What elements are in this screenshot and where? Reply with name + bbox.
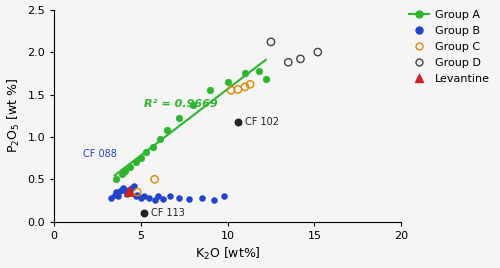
Point xyxy=(241,85,249,89)
Point xyxy=(126,165,134,169)
Point xyxy=(142,150,150,154)
Point xyxy=(189,103,197,107)
Point xyxy=(130,184,138,188)
Point xyxy=(175,196,183,200)
Point xyxy=(134,192,141,197)
Point xyxy=(108,196,116,200)
Point xyxy=(210,198,218,202)
Point xyxy=(267,40,275,44)
Point xyxy=(314,50,322,54)
Point xyxy=(198,196,205,200)
Point xyxy=(137,156,145,160)
Point xyxy=(116,189,124,193)
Point xyxy=(241,71,249,76)
Point xyxy=(121,169,129,173)
Point xyxy=(262,77,270,81)
Point xyxy=(123,192,131,196)
Point xyxy=(150,177,158,181)
Point xyxy=(112,177,120,181)
Point xyxy=(246,82,254,87)
Point xyxy=(112,190,120,194)
Point xyxy=(132,194,140,199)
Point xyxy=(160,197,168,201)
Point xyxy=(284,60,292,64)
Point xyxy=(296,57,304,61)
Point xyxy=(120,186,128,190)
Point xyxy=(121,188,129,192)
Point xyxy=(149,145,157,149)
Point xyxy=(154,194,162,199)
Point xyxy=(156,136,164,141)
Point xyxy=(126,190,134,194)
Point xyxy=(234,87,242,92)
Point xyxy=(227,88,235,92)
Point xyxy=(118,187,126,192)
Legend: Group A, Group B, Group C, Group D, Levantine: Group A, Group B, Group C, Group D, Leva… xyxy=(404,5,494,89)
Point xyxy=(124,187,132,192)
Point xyxy=(110,192,118,197)
Point xyxy=(128,186,136,190)
Point xyxy=(166,194,174,199)
Point xyxy=(150,198,158,202)
Point xyxy=(140,211,148,215)
Point xyxy=(186,197,194,201)
Point xyxy=(137,196,145,200)
Point xyxy=(234,120,242,124)
Point xyxy=(206,88,214,92)
Point xyxy=(134,190,141,194)
Point xyxy=(124,189,132,193)
Text: CF 102: CF 102 xyxy=(245,117,279,127)
Text: CF 113: CF 113 xyxy=(151,208,185,218)
X-axis label: K$_2$O [wt%]: K$_2$O [wt%] xyxy=(194,246,260,262)
Point xyxy=(255,69,263,73)
Point xyxy=(132,160,140,165)
Point xyxy=(118,172,126,176)
Text: R² = 0.9669: R² = 0.9669 xyxy=(144,99,218,109)
Text: CF 088: CF 088 xyxy=(82,149,116,159)
Point xyxy=(220,194,228,199)
Point xyxy=(163,128,171,132)
Point xyxy=(114,194,122,199)
Point xyxy=(175,116,183,120)
Point xyxy=(140,194,148,199)
Point xyxy=(224,80,232,84)
Y-axis label: P$_2$O$_5$ [wt %]: P$_2$O$_5$ [wt %] xyxy=(6,78,22,153)
Point xyxy=(146,196,154,200)
